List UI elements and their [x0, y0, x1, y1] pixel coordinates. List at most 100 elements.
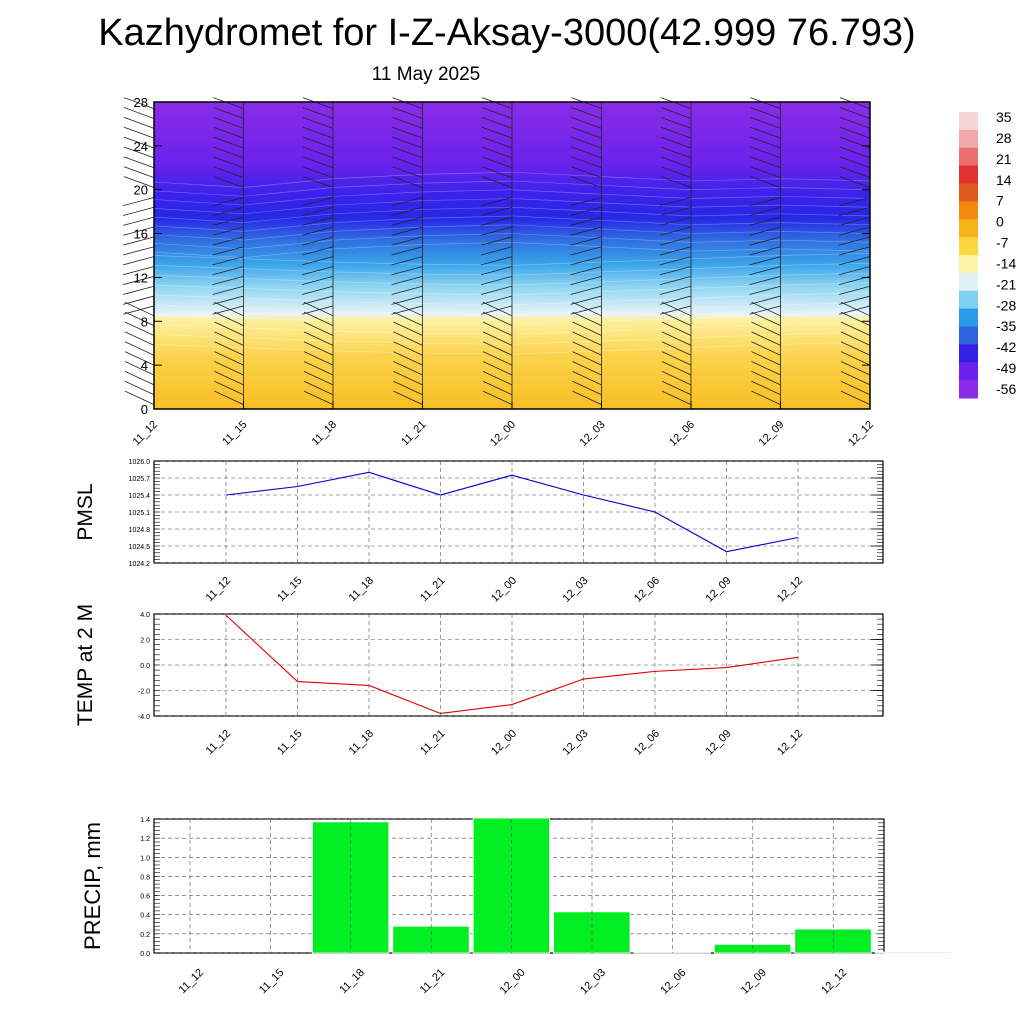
- wind-barb: [214, 370, 244, 386]
- wind-barb: [303, 380, 334, 396]
- y-tick-label: 1024.8: [129, 527, 151, 534]
- wind-barb: [212, 206, 244, 216]
- y-tick-label: 4: [141, 358, 148, 373]
- wind-barb: [301, 197, 334, 207]
- wind-barb: [122, 256, 155, 266]
- wind-barb: [749, 256, 781, 266]
- wind-barb: [570, 295, 602, 305]
- wind-barb: [481, 166, 513, 179]
- wind-barb: [571, 166, 602, 179]
- colorbar-label: -7: [996, 235, 1009, 251]
- colorbar-label: 14: [996, 172, 1012, 188]
- wind-barb: [302, 107, 334, 119]
- wind-barb: [480, 226, 513, 236]
- wind-barb: [392, 176, 423, 188]
- wind-barb: [302, 136, 334, 149]
- wind-barb: [301, 305, 334, 315]
- x-tick-label: 12_09: [704, 575, 734, 605]
- wind-barb: [214, 380, 244, 396]
- wind-barb: [570, 256, 602, 266]
- precip-bar: [874, 951, 953, 954]
- wind-barb: [212, 256, 244, 266]
- y-tick-label: 1024.5: [129, 544, 151, 551]
- colorbar-swatch: [959, 272, 978, 292]
- y-tick-label: 0.4: [140, 913, 150, 920]
- y-tick-label: 16: [134, 227, 148, 242]
- wind-barb: [570, 226, 602, 236]
- wind-barb: [302, 126, 334, 139]
- wind-barb: [840, 321, 871, 336]
- wind-barb: [750, 116, 781, 129]
- wind-barb: [838, 285, 871, 295]
- wind-barb: [124, 361, 155, 376]
- wind-barb: [393, 390, 423, 405]
- wind-barb: [303, 321, 334, 336]
- wind-barb: [124, 390, 155, 405]
- wind-barb: [214, 390, 244, 405]
- colorbar-label: -49: [996, 360, 1016, 376]
- wind-barb: [391, 266, 423, 276]
- wind-barb: [214, 361, 244, 376]
- wind-barb: [213, 97, 244, 109]
- wind-barb: [301, 295, 334, 305]
- wind-barb: [750, 156, 781, 169]
- wind-barb: [302, 146, 334, 159]
- colorbar-swatch: [959, 344, 978, 363]
- wind-barb: [480, 285, 513, 295]
- wind-barb: [123, 176, 155, 188]
- x-tick-label: 12_06: [667, 419, 697, 449]
- wind-barb: [749, 285, 781, 295]
- y-tick-label: 0.0: [140, 663, 150, 670]
- y-tick-label: 12: [134, 270, 148, 285]
- colorbar-swatch: [959, 255, 978, 274]
- wind-barb: [392, 146, 423, 159]
- wind-barb: [212, 266, 244, 276]
- wind-barb: [213, 156, 244, 169]
- wind-barb: [212, 246, 244, 256]
- wind-barb: [840, 331, 871, 346]
- wind-barb: [659, 285, 692, 295]
- wind-barb: [749, 236, 781, 246]
- y-tick-label: 1025.4: [129, 493, 151, 500]
- wind-barb: [480, 256, 513, 266]
- colorbar-label: 0: [996, 214, 1004, 230]
- wind-barb: [391, 216, 423, 226]
- x-tick-label: 11_18: [337, 967, 367, 997]
- wind-barb: [749, 226, 781, 236]
- wind-barb: [749, 305, 781, 315]
- colorbar: 35 28 21 14 7 0 -7 -14 -21 -28 -35 -42 -49 -56: [959, 109, 1016, 399]
- wind-barb: [391, 246, 423, 256]
- x-tick-label: 11_18: [347, 575, 377, 605]
- x-tick-label: 11_21: [418, 967, 448, 997]
- wind-barb: [482, 351, 513, 366]
- wind-barb: [301, 246, 334, 256]
- wind-barb: [659, 266, 692, 276]
- wind-barb: [838, 295, 871, 305]
- colorbar-label: -28: [996, 297, 1016, 313]
- page-subtitle: 11 May 2025: [371, 64, 481, 85]
- wind-barb: [749, 295, 781, 305]
- wind-barb: [482, 321, 513, 336]
- wind-barb: [122, 206, 155, 216]
- x-tick-label: 12_12: [819, 967, 849, 997]
- wind-barb: [749, 246, 781, 256]
- wind-barb: [572, 390, 602, 405]
- wind-barb: [838, 226, 871, 236]
- wind-barb: [571, 176, 602, 188]
- wind-barb: [751, 351, 781, 366]
- wind-barb: [482, 341, 513, 356]
- wind-barb: [212, 226, 244, 236]
- wind-barb: [212, 305, 244, 315]
- wind-barb: [212, 285, 244, 295]
- colorbar-swatch: [959, 129, 978, 149]
- y-tick-label: 0.2: [140, 932, 150, 939]
- x-tick-label: 11_15: [257, 967, 287, 997]
- wind-barb: [570, 246, 602, 256]
- colorbar-swatch: [959, 147, 978, 167]
- wind-barb: [660, 97, 692, 109]
- wind-barb: [751, 370, 781, 386]
- wind-barb: [659, 206, 692, 216]
- wind-barb: [122, 266, 155, 276]
- wind-barb: [838, 305, 871, 315]
- series-line: [225, 614, 799, 715]
